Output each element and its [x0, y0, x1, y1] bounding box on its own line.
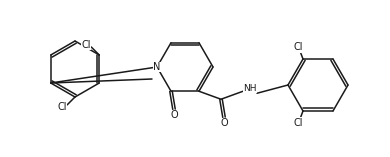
- Text: NH: NH: [243, 84, 257, 93]
- Text: O: O: [170, 110, 178, 120]
- Text: Cl: Cl: [57, 102, 67, 112]
- Text: Cl: Cl: [82, 40, 91, 50]
- Text: O: O: [220, 118, 228, 128]
- Text: Cl: Cl: [293, 42, 303, 52]
- Text: N: N: [153, 62, 161, 72]
- Text: Cl: Cl: [293, 118, 303, 128]
